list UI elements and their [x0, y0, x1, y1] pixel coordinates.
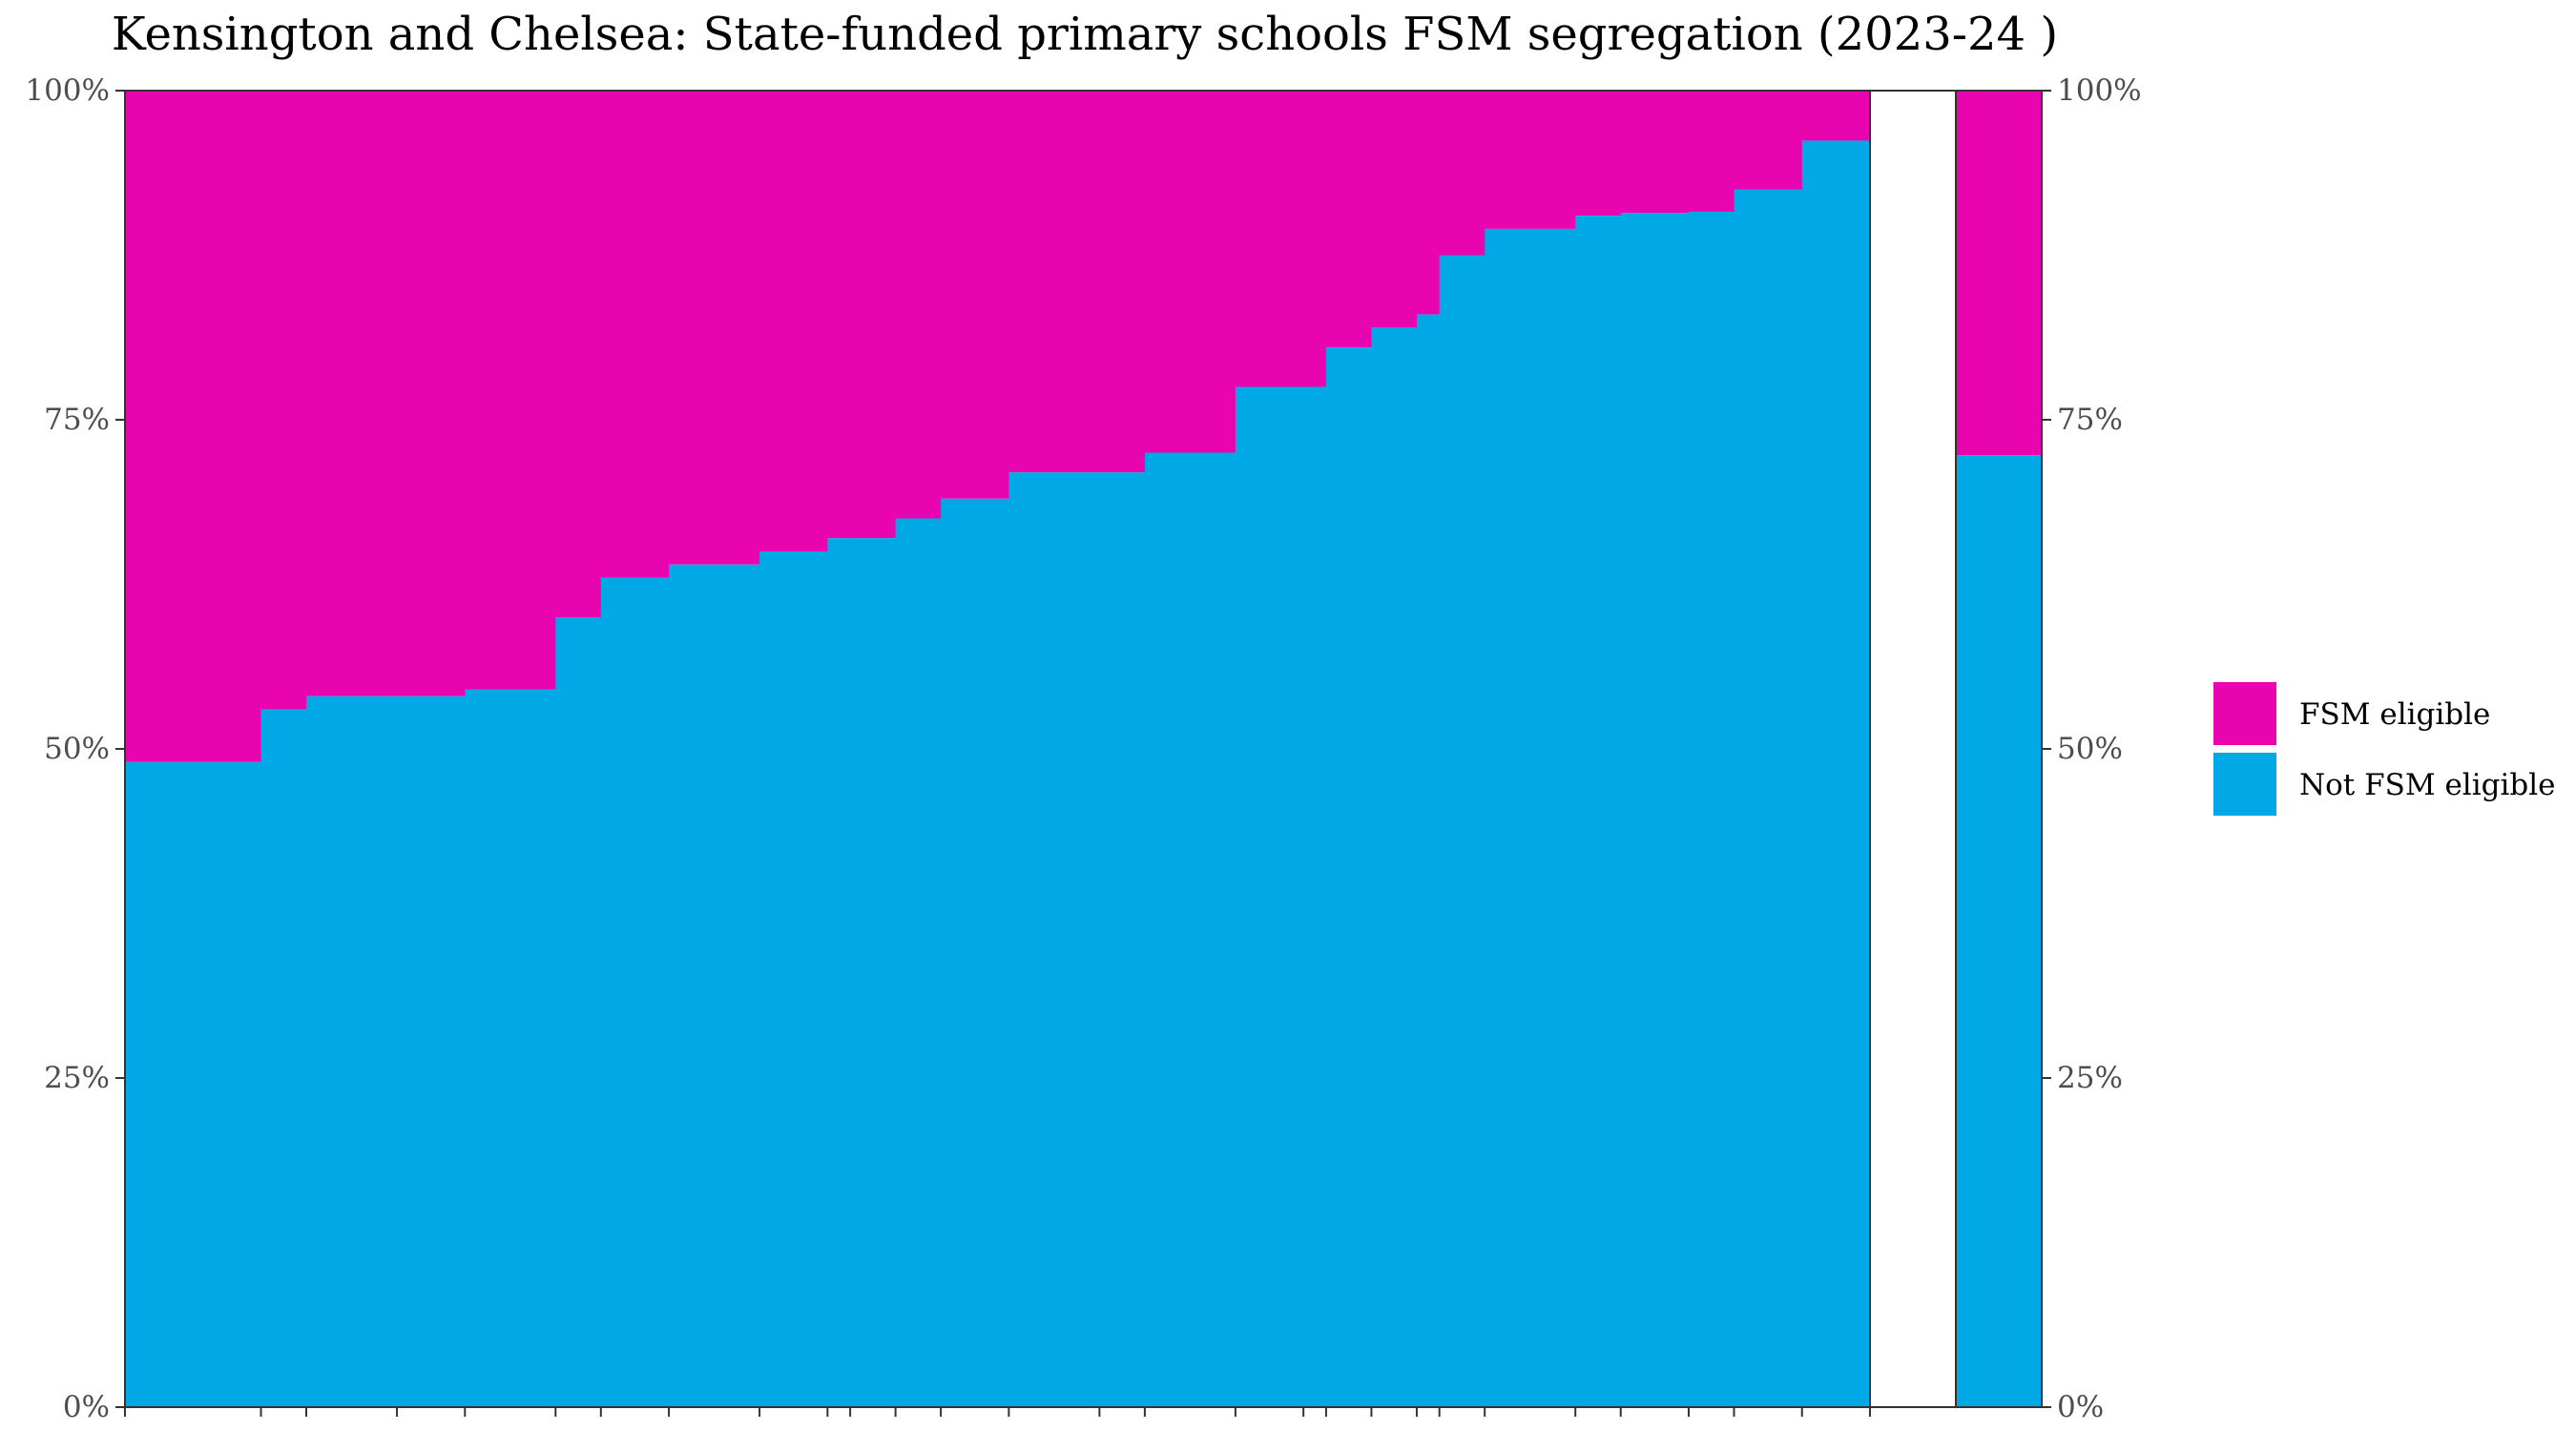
school-bar-not-fsm: [1439, 255, 1485, 1407]
school-bar-fsm: [1688, 91, 1735, 212]
school-bar-not-fsm: [941, 498, 1009, 1407]
y-tick-label-right: 50%: [2057, 732, 2123, 766]
legend-label-not-fsm: Not FSM eligible: [2299, 768, 2555, 802]
school-bar-fsm: [941, 91, 1009, 499]
school-bar-not-fsm: [1325, 347, 1373, 1408]
total-bar-not-fsm: [1956, 455, 2042, 1407]
school-bar-not-fsm: [125, 761, 262, 1407]
y-tick-label-left: 25%: [44, 1061, 110, 1095]
school-bar-not-fsm: [1303, 386, 1327, 1407]
school-bar-not-fsm: [1008, 472, 1100, 1407]
y-tick-label-right: 25%: [2057, 1061, 2123, 1095]
school-bar-not-fsm: [827, 538, 851, 1407]
y-tick-label-right: 75%: [2057, 403, 2123, 437]
school-bar-fsm: [850, 91, 897, 539]
school-bar-fsm: [1303, 91, 1327, 387]
school-bar-fsm: [1620, 91, 1690, 214]
legend-swatch-not-fsm: [2213, 753, 2276, 816]
total-bar-fsm: [1956, 91, 2042, 456]
school-bar-fsm: [555, 91, 602, 617]
school-bar-fsm: [1371, 91, 1418, 328]
school-bar-fsm: [465, 91, 556, 690]
y-tick-label-right: 100%: [2057, 73, 2142, 108]
school-bar-fsm: [759, 91, 828, 551]
school-bar-fsm: [1575, 91, 1622, 217]
y-tick-label-left: 75%: [44, 403, 110, 437]
school-bar-not-fsm: [1099, 472, 1146, 1407]
school-bar-not-fsm: [1734, 189, 1803, 1407]
school-bar-fsm: [1325, 91, 1373, 348]
school-bar-fsm: [397, 91, 466, 696]
school-bar-not-fsm: [555, 617, 602, 1407]
y-tick-label-left: 0%: [63, 1390, 110, 1424]
school-bar-not-fsm: [397, 695, 466, 1407]
school-bar-not-fsm: [1235, 386, 1304, 1407]
school-bar-fsm: [669, 91, 760, 565]
school-bar-not-fsm: [1575, 216, 1622, 1408]
school-bar-not-fsm: [1371, 327, 1418, 1407]
school-bar-fsm: [1485, 91, 1576, 229]
school-bar-fsm: [1008, 91, 1100, 473]
school-bar-not-fsm: [1485, 228, 1576, 1407]
school-bar-not-fsm: [465, 689, 556, 1407]
school-bar-fsm: [1235, 91, 1304, 387]
school-bar-fsm: [1439, 91, 1485, 256]
school-bar-not-fsm: [759, 551, 828, 1407]
school-bar-not-fsm: [1620, 213, 1690, 1408]
chart-title: Kensington and Chelsea: State-funded pri…: [112, 8, 2058, 61]
school-bar-fsm: [1416, 91, 1441, 315]
y-tick-label-left: 100%: [25, 73, 110, 108]
y-axis-right: 0% 25% 50% 75% 100%: [2042, 73, 2142, 1424]
school-bar-fsm: [1099, 91, 1146, 473]
school-bar-fsm: [1801, 91, 1871, 141]
school-bar-fsm: [260, 91, 307, 710]
school-bar-fsm: [125, 91, 262, 762]
school-bar-fsm: [1734, 91, 1803, 190]
legend-label-fsm: FSM eligible: [2299, 697, 2490, 732]
school-bar-not-fsm: [260, 709, 307, 1407]
school-bar-fsm: [600, 91, 670, 578]
school-bar-not-fsm: [1688, 211, 1735, 1408]
y-axis-left: 0% 25% 50% 75% 100%: [25, 73, 125, 1424]
school-bar-not-fsm: [600, 577, 670, 1407]
y-tick-label-right: 0%: [2057, 1390, 2104, 1424]
y-tick-label-left: 50%: [44, 732, 110, 766]
total-bar-panel: [1870, 90, 2043, 1408]
school-bar-not-fsm: [1144, 452, 1236, 1407]
school-bar-fsm: [306, 91, 398, 696]
school-bar-fsm: [827, 91, 851, 539]
legend-swatch-fsm: [2213, 682, 2276, 745]
school-bar-not-fsm: [1801, 140, 1871, 1408]
school-bar-not-fsm: [895, 518, 942, 1407]
school-bars-panel: [124, 90, 1871, 1408]
x-axis-ticks: [124, 1407, 1871, 1417]
legend: FSM eligible Not FSM eligible: [2213, 682, 2555, 816]
school-bar-fsm: [895, 91, 942, 519]
school-bar-fsm: [1144, 91, 1236, 453]
school-bar-not-fsm: [850, 538, 897, 1407]
school-bar-not-fsm: [669, 564, 760, 1407]
school-bar-not-fsm: [1416, 314, 1441, 1408]
school-bar-not-fsm: [306, 695, 398, 1407]
